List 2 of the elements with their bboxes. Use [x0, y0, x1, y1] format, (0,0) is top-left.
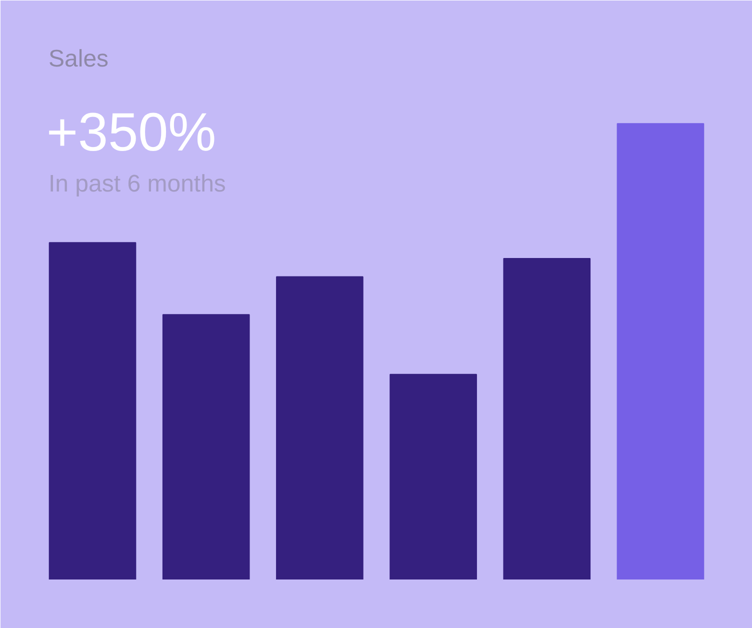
- annotation: +350%: [46, 102, 216, 162]
- chart-title: Sales: [48, 46, 109, 72]
